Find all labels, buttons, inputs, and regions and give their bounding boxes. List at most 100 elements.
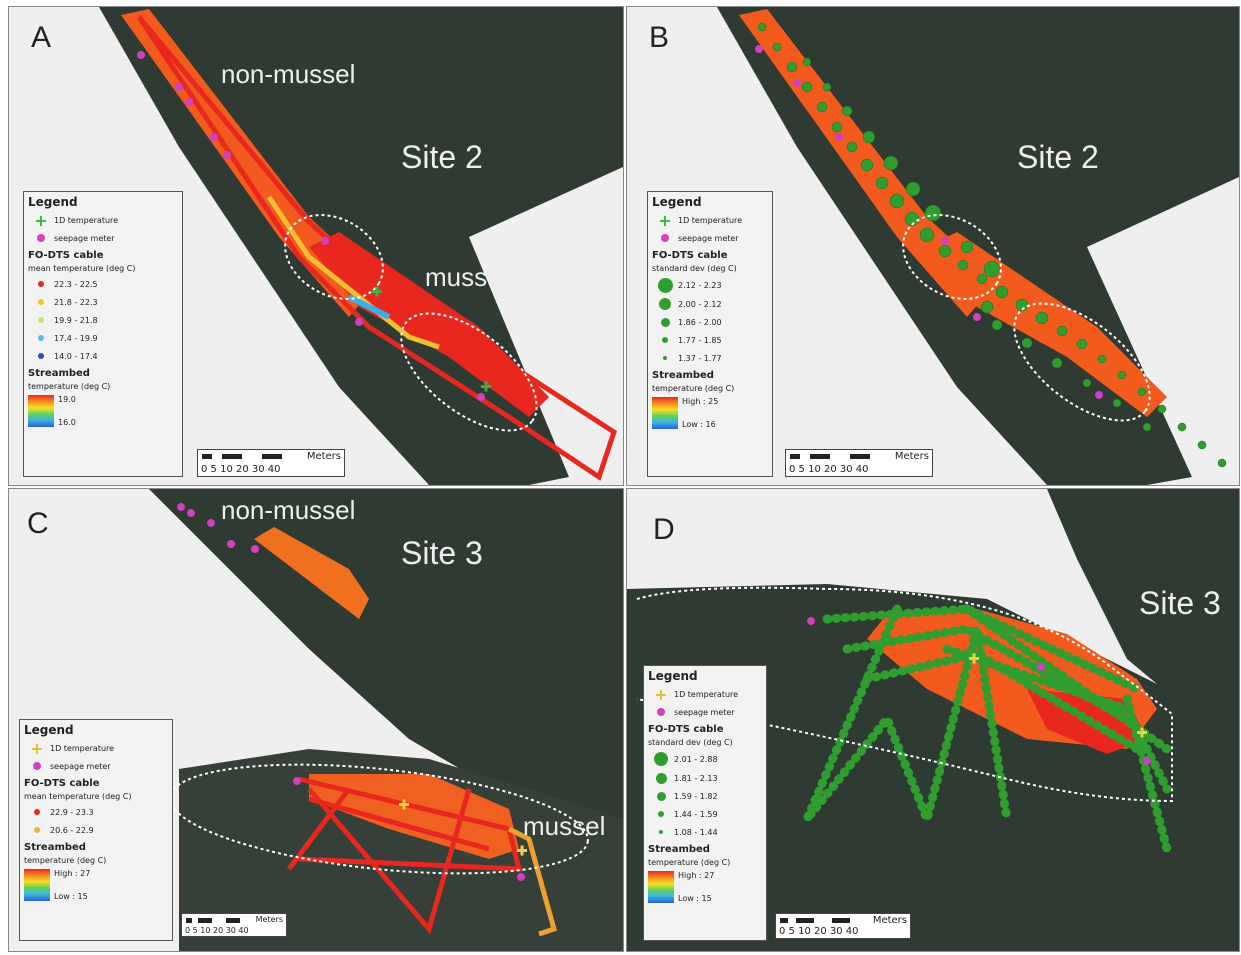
zone-outline [636, 586, 1173, 803]
legend-title: Legend [648, 669, 698, 683]
ramp-high: 19.0 [58, 395, 76, 404]
class-dot-icon [648, 752, 674, 766]
1d-temperature-markers [399, 799, 527, 856]
fo-dts-cable-loop [136, 15, 617, 481]
scale-bar-b: Meters 0 5 10 20 30 40 [785, 449, 933, 477]
panel-c: C non-mussel Site 3 mussel Legend +1D te… [8, 488, 624, 952]
mussel-zone-outline-1 [902, 214, 1002, 300]
color-ramp [648, 871, 674, 903]
legend-class: 1.81 - 2.13 [674, 773, 718, 783]
class-dot-icon [652, 356, 678, 360]
fo-dts-cable-nodes [802, 604, 1172, 854]
legend-subheading: standard dev (deg C) [648, 737, 733, 747]
legend-b: Legend +1D temperature seepage meter FO-… [647, 191, 773, 477]
non-mussel-label: non-mussel [221, 495, 356, 525]
ramp-high: High : 27 [678, 871, 715, 880]
class-dot-icon [652, 337, 678, 343]
scale-ticks: 0 5 10 20 30 40 [185, 926, 249, 935]
legend-title: Legend [28, 195, 78, 209]
legend-heading: FO-DTS cable [24, 778, 100, 789]
mussel-zone-outline-2 [1013, 302, 1151, 422]
panel-letter: A [31, 21, 52, 54]
ramp-low: Low : 15 [54, 892, 88, 901]
class-dot-icon [652, 298, 678, 310]
legend-subheading: temperature (deg C) [648, 857, 731, 867]
seepage-meter-icon [648, 708, 674, 716]
seepage-meters [177, 503, 525, 881]
seepage-meters [807, 617, 1151, 765]
class-dot-icon [648, 791, 674, 801]
mussel-label: mussel [523, 811, 606, 841]
legend-item: seepage meter [678, 233, 739, 243]
map-a [9, 7, 623, 485]
class-dot-icon [28, 353, 54, 359]
legend-class: 1.86 - 2.00 [678, 317, 722, 327]
panel-d: D Site 3 Legend +1D temperature seepage … [626, 488, 1240, 952]
mussel-zone-outline [169, 763, 589, 875]
scale-unit: Meters [872, 915, 907, 926]
ramp-high: High : 25 [682, 397, 719, 406]
cross-icon: + [654, 684, 668, 704]
scale-ticks: 0 5 10 20 30 40 [779, 926, 859, 937]
site-label: Site 3 [1139, 585, 1221, 621]
legend-heading: Streambed [648, 844, 710, 855]
legend-heading: Streambed [652, 370, 714, 381]
legend-heading: Streambed [24, 842, 86, 853]
legend-class: 1.77 - 1.85 [678, 335, 722, 345]
ramp-high: High : 27 [54, 869, 91, 878]
scale-bar-d: Meters 0 5 10 20 30 40 [775, 913, 911, 939]
scale-unit: Meters [306, 451, 341, 462]
panel-letter: B [649, 21, 670, 54]
legend-subheading: mean temperature (deg C) [24, 791, 132, 801]
river-channel-upper [1047, 489, 1239, 739]
mussel-zone-outline-2 [400, 312, 538, 432]
legend-class: 1.37 - 1.77 [678, 353, 722, 363]
ramp-low: Low : 16 [682, 420, 716, 429]
seepage-meter-icon [28, 234, 54, 242]
legend-subheading: temperature (deg C) [28, 381, 111, 391]
class-dot-icon [28, 317, 54, 323]
legend-class: 1.08 - 1.44 [674, 827, 718, 837]
non-mussel-label: non-mussel [221, 59, 356, 89]
panel-b: B Site 2 Legend +1D temperature seepage … [626, 6, 1240, 486]
site-label: Site 2 [1017, 139, 1099, 175]
river-bank-lower [179, 749, 623, 951]
color-ramp [652, 397, 678, 429]
legend-heading: Streambed [28, 368, 90, 379]
legend-class: 22.3 - 22.5 [54, 279, 98, 289]
cross-icon: + [34, 210, 48, 230]
legend-class: 19.9 - 21.8 [54, 315, 98, 325]
streambed-upper [254, 527, 369, 619]
legend-item: seepage meter [674, 707, 735, 717]
legend-class: 2.00 - 2.12 [678, 299, 722, 309]
class-dot-icon [652, 317, 678, 327]
river-channel-upper [149, 489, 623, 819]
class-dot-icon [28, 299, 54, 305]
fo-dts-cable-warm [507, 826, 558, 937]
legend-class: 2.01 - 2.88 [674, 754, 718, 764]
legend-heading: FO-DTS cable [652, 250, 728, 261]
streambed-red [309, 232, 549, 417]
1d-temperature-markers [969, 653, 1147, 738]
scale-bar-c: Meters 0 5 10 20 30 40 [181, 913, 287, 937]
scale-unit: Meters [255, 915, 283, 924]
legend-class: 2.12 - 2.23 [678, 280, 722, 290]
legend-heading: FO-DTS cable [28, 250, 104, 261]
legend-heading: FO-DTS cable [648, 724, 724, 735]
ramp-low: 16.0 [58, 418, 76, 427]
legend-item: seepage meter [50, 761, 111, 771]
legend-subheading: temperature (deg C) [24, 855, 107, 865]
scale-bar-a: Meters 0 5 10 20 30 40 [197, 449, 345, 477]
legend-d: Legend +1D temperature seepage meter FO-… [643, 665, 767, 941]
ramp-low: Low : 15 [678, 894, 712, 903]
class-dot-icon [28, 335, 54, 341]
1d-temperature-markers [372, 286, 491, 392]
legend-item: 1D temperature [54, 215, 119, 225]
site-label: Site 3 [401, 535, 483, 571]
class-dot-icon [648, 772, 674, 784]
scale-ticks: 0 5 10 20 30 40 [789, 464, 869, 475]
panel-letter: C [27, 507, 49, 540]
class-dot-icon [648, 811, 674, 817]
legend-item: 1D temperature [50, 743, 115, 753]
class-dot-icon [24, 827, 50, 833]
